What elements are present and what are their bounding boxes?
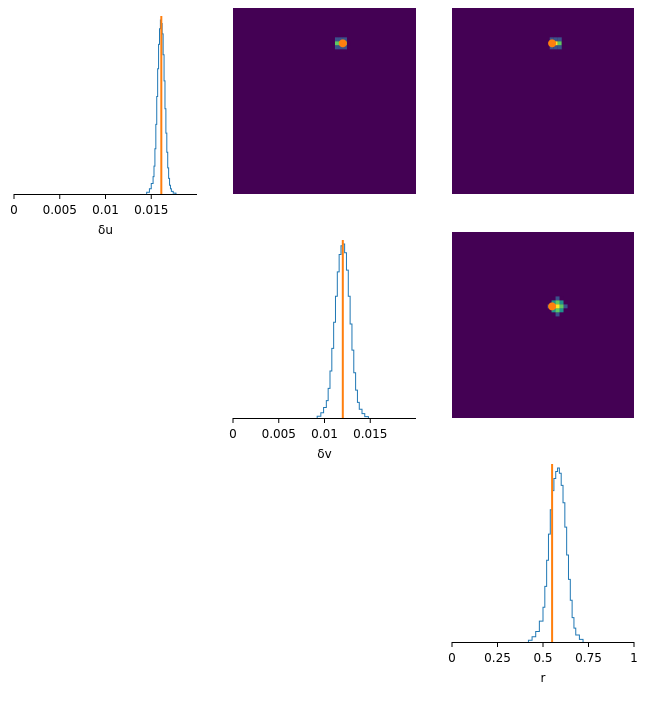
heatmap-cell [551, 300, 556, 305]
x-tick-label: 1 [630, 651, 638, 665]
heatmap-cell [547, 300, 552, 305]
heatmap-cell [334, 45, 339, 50]
heatmap-cell [557, 37, 562, 42]
hist-panel-dv: 0 0.005 0.01 0.015 δv [229, 240, 416, 461]
heatmap-cell [563, 300, 568, 305]
x-tick-label: 0.015 [353, 427, 387, 441]
x-tick-label: 0 [448, 651, 456, 665]
heatmap-background [452, 8, 634, 194]
x-tick-label: 0.01 [311, 427, 338, 441]
x-tick-label: 0.75 [575, 651, 602, 665]
x-axis-dv: 0 0.005 0.01 0.015 δv [229, 418, 416, 461]
heatmap-cell [338, 45, 343, 50]
x-axis-label: δu [98, 223, 113, 237]
heatmap-panel-dv-r [452, 232, 634, 418]
heatmap-cell [559, 304, 564, 309]
heatmap-cell [342, 45, 347, 50]
x-tick-label: 0.01 [92, 203, 119, 217]
heatmap-background [452, 232, 634, 418]
x-axis-du: 0 0.005 0.01 0.015 δu [10, 194, 197, 237]
x-axis-r: 0 0.25 0.5 0.75 1 r [448, 642, 638, 685]
x-tick-label: 0.005 [262, 427, 296, 441]
heatmap-cell [553, 45, 558, 50]
hist-panel-du: 0 0.005 0.01 0.015 δu [10, 16, 197, 237]
heatmap-cell [563, 308, 568, 313]
heatmap-cell [555, 300, 560, 305]
heatmap-cell [551, 312, 556, 317]
x-tick-label: 0 [10, 203, 18, 217]
heatmap-cell [559, 308, 564, 313]
heatmap-cell [551, 296, 556, 301]
heatmap-cell [346, 41, 351, 46]
x-tick-label: 0.005 [43, 203, 77, 217]
heatmap-cell [557, 41, 562, 46]
heatmap-cell [555, 296, 560, 301]
hist-dv-marks [316, 240, 369, 418]
heatmap-cell [559, 312, 564, 317]
heatmap-cell [555, 308, 560, 313]
heatmap-panel-du-r [452, 8, 634, 194]
heatmap-cell [549, 45, 554, 50]
hist-du-marks [146, 16, 177, 194]
x-tick-label: 0.015 [134, 203, 168, 217]
histogram-step [527, 467, 584, 642]
heatmap-cell [545, 41, 550, 46]
hist-r-marks [527, 464, 584, 642]
heatmap-cell [334, 37, 339, 42]
x-tick-label: 0.5 [533, 651, 552, 665]
hist-panel-r: 0 0.25 0.5 0.75 1 r [448, 464, 638, 685]
heatmap-cell [547, 308, 552, 313]
true-value-marker [548, 302, 557, 311]
heatmap-cell [557, 45, 562, 50]
x-tick-label: 0 [229, 427, 237, 441]
heatmap-cell [553, 37, 558, 42]
heatmap-cell [338, 37, 343, 42]
heatmap-cell [555, 304, 560, 309]
x-axis-label: r [541, 671, 546, 685]
heatmap-cell [559, 296, 564, 301]
heatmap-background [233, 8, 416, 194]
heatmap-cell [561, 41, 566, 46]
heatmap-cell [330, 41, 335, 46]
heatmap-cell [551, 308, 556, 313]
heatmap-cell [549, 37, 554, 42]
x-axis-label: δv [317, 447, 331, 461]
heatmap-cell [555, 312, 560, 317]
heatmap-cell [559, 300, 564, 305]
x-tick-label: 0.25 [484, 651, 511, 665]
heatmap-cell [334, 41, 339, 46]
heatmap-panel-du-dv [233, 8, 416, 194]
true-value-marker [338, 39, 347, 48]
heatmap-cell [342, 37, 347, 42]
heatmap-cell [563, 304, 568, 309]
true-value-marker [548, 39, 557, 48]
